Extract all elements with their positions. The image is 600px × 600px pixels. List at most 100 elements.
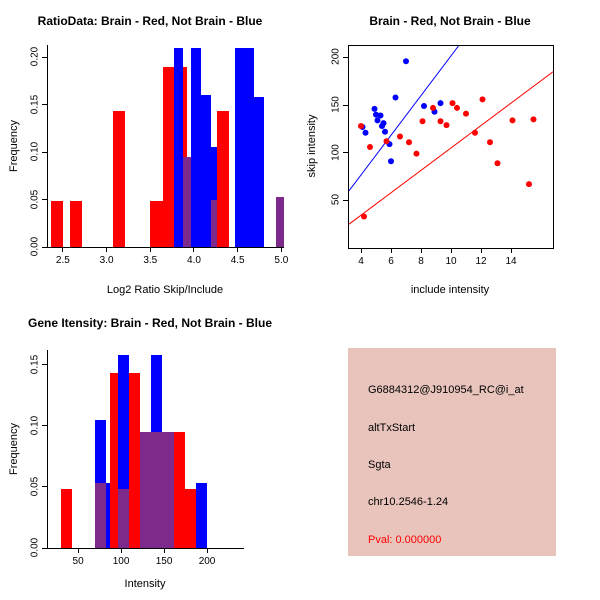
data-point-not-brain: [403, 58, 409, 65]
histogram-bar: [117, 354, 129, 548]
x-tick-label: 10: [445, 256, 457, 267]
histogram-bar: [195, 483, 208, 548]
gene-histogram-plot: 50 100 150 200 0.00 0.05 0.10 0.15: [30, 350, 244, 567]
x-tick-mark: [450, 248, 452, 253]
histogram-bar: [50, 201, 63, 247]
y-tick-mark: [343, 56, 348, 58]
histogram-bar: [210, 199, 221, 247]
scatter-x-axis-label: include intensity: [410, 284, 490, 296]
y-tick-mark: [343, 199, 348, 201]
data-point-brain: [530, 116, 537, 123]
data-point-not-brain: [362, 129, 369, 136]
data-point-brain: [406, 139, 412, 146]
y-tick-label: 0.10: [29, 415, 41, 435]
histogram-bar: [191, 47, 201, 247]
x-tick-label: 4: [358, 256, 364, 267]
y-tick-label: 100: [330, 143, 342, 161]
histogram-bar: [60, 489, 73, 548]
x-tick-mark: [360, 248, 362, 253]
x-tick-label: 150: [155, 556, 173, 567]
x-tick-mark: [510, 248, 512, 253]
x-tick-mark: [62, 247, 64, 252]
data-point-not-brain: [373, 111, 379, 118]
y-tick-mark: [42, 56, 47, 58]
histogram-bar: [162, 431, 174, 548]
histogram-bar: [69, 201, 83, 247]
y-tick-label: 150: [330, 96, 342, 113]
y-tick-mark: [42, 151, 47, 153]
x-tick-mark: [77, 548, 79, 553]
x-tick-label: 100: [112, 556, 130, 567]
y-tick-label: 0.10: [29, 141, 41, 162]
data-point-brain: [454, 104, 460, 111]
scatter-plot: 4 6 8 10 12 14 50 100 150 200: [331, 45, 554, 267]
histogram-bar: [128, 373, 140, 548]
histogram-bar: [151, 431, 163, 548]
data-point-brain: [487, 139, 493, 146]
data-point-brain: [413, 150, 420, 157]
data-point-brain: [479, 96, 486, 103]
data-point-brain: [419, 118, 426, 125]
x-tick-label: 14: [505, 256, 517, 267]
probe-id: G6884312@J910954_RC@i_at: [368, 384, 524, 396]
data-point-not-brain: [388, 158, 394, 165]
histogram-bar: [235, 47, 255, 247]
x-tick-mark: [163, 548, 165, 553]
y-tick-mark: [42, 199, 47, 201]
y-tick-label: 0.15: [29, 94, 41, 114]
data-point-brain: [437, 118, 444, 125]
y-tick-label: 0.00: [29, 236, 41, 257]
data-point-not-brain: [374, 117, 381, 124]
x-tick-label: 12: [475, 256, 487, 267]
x-tick-mark: [280, 247, 282, 252]
histogram-bar: [254, 97, 264, 247]
x-tick-label: 3.0: [99, 255, 114, 266]
gene-hist-title: Gene Itensity: Brain - Red, Not Brain - …: [27, 316, 273, 330]
data-point-brain: [449, 100, 456, 107]
x-tick-label: 6: [388, 256, 394, 267]
data-point-not-brain: [382, 128, 388, 135]
x-tick-mark: [120, 548, 122, 553]
data-point-brain: [463, 110, 469, 117]
data-point-not-brain: [421, 103, 427, 110]
y-tick-label: 0.05: [29, 476, 41, 497]
x-tick-mark: [149, 247, 151, 252]
y-tick-mark: [42, 246, 47, 248]
data-point-brain: [430, 104, 436, 111]
ratio-hist-title: RatioData: Brain - Red, Not Brain - Blue: [37, 14, 263, 28]
y-tick-mark: [343, 152, 348, 154]
histogram-bar: [173, 47, 184, 247]
x-tick-label: 200: [198, 556, 216, 567]
gene-symbol: Sgta: [368, 459, 391, 471]
data-point-not-brain: [392, 94, 399, 101]
x-tick-mark: [420, 248, 422, 253]
regression-line-blue: [349, 46, 459, 192]
y-tick-label: 50: [330, 194, 342, 206]
gene-x-axis-label: Intensity: [124, 578, 166, 590]
x-tick-mark: [480, 248, 482, 253]
data-point-brain: [361, 213, 367, 220]
data-point-brain: [494, 160, 501, 167]
data-point-brain: [509, 117, 516, 124]
data-point-brain: [383, 138, 390, 145]
histogram-bar: [216, 111, 229, 247]
pval-text: Pval: 0.000000: [368, 534, 442, 546]
data-point-brain: [397, 133, 403, 140]
y-tick-mark: [343, 104, 348, 106]
histogram-bar: [109, 373, 122, 548]
gene-info-box: G6884312@J910954_RC@i_at altTxStart Sgta…: [348, 348, 556, 556]
x-tick-label: 50: [72, 556, 84, 567]
histogram-bar: [117, 489, 129, 548]
x-tick-mark: [206, 548, 208, 553]
data-point-not-brain: [437, 100, 444, 107]
data-point-not-brain: [380, 120, 387, 127]
y-tick-mark: [42, 104, 47, 106]
histogram-bar: [95, 483, 107, 548]
y-tick-label: 0.05: [29, 189, 41, 209]
y-tick-mark: [42, 486, 47, 488]
x-tick-mark: [237, 247, 239, 252]
histogram-bar: [276, 196, 284, 247]
y-tick-mark: [42, 547, 47, 549]
histogram-bar: [112, 111, 125, 247]
